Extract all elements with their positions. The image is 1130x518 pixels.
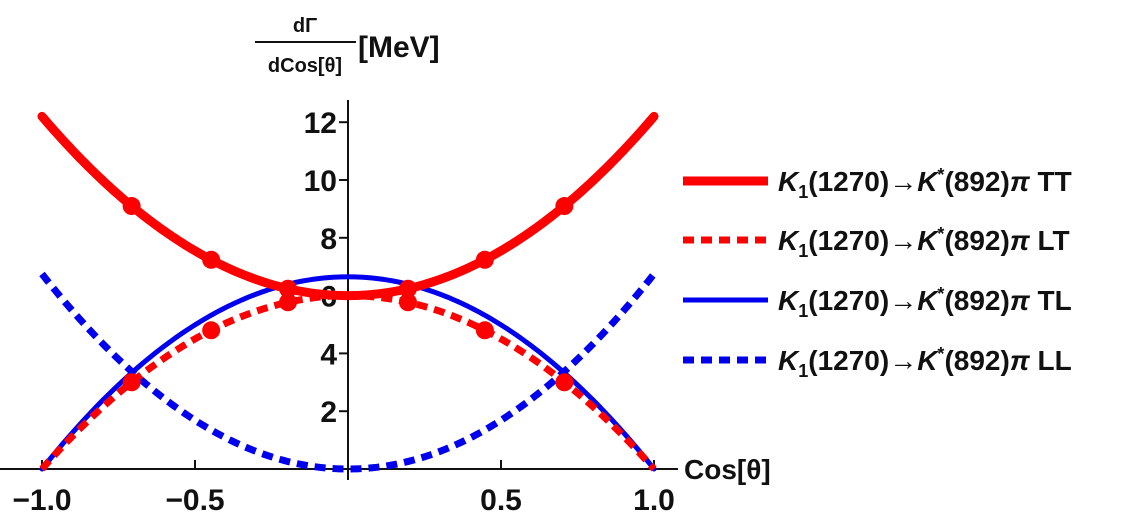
series-line-tt [37,111,659,301]
legend-label-tl: K1(1270)→K*(892)π TL [778,284,1072,321]
marker-lt-4 [475,321,494,340]
y-tick-label-4: 10 [304,165,337,198]
y-tick-label-1: 4 [320,338,337,371]
marker-lt-2 [278,293,297,312]
x-tick-label-1: −0.5 [165,484,224,517]
marker-lt-3 [399,293,418,312]
marker-tt-2 [278,279,297,298]
y-axis-label: dΓ dCos[θ] [MeV] [255,15,440,77]
marker-tt-3 [399,279,418,298]
marker-lt-1 [202,321,221,340]
marker-tt-0 [122,197,141,216]
marker-tt-1 [202,250,221,269]
legend-label-tt: K1(1270)→K*(892)π TT [778,165,1072,202]
x-tick-label-0: −1.0 [12,484,71,517]
y-label-denominator: dCos[θ] [268,55,342,77]
y-label-numerator: dΓ [293,15,317,37]
marker-tt-5 [555,197,574,216]
marker-lt-0 [122,373,141,392]
marker-tt-4 [475,250,494,269]
y-tick-label-5: 12 [304,107,337,140]
legend: K1(1270)→K*(892)π TT K1(1270)→K*(892)π LT… [683,165,1072,381]
series-line-tl [39,274,657,472]
x-tick-label-2: 0.5 [480,484,522,517]
y-tick-label-3: 8 [320,223,337,256]
series-line-ll [39,271,657,473]
x-axis-label: Cos[θ] [684,454,771,485]
x-tick-label-3: 1.0 [633,484,675,517]
marker-lt-5 [555,373,574,392]
legend-label-lt: K1(1270)→K*(892)π LT [778,224,1070,261]
y-label-unit: [MeV] [358,31,440,64]
legend-label-ll: K1(1270)→K*(892)π LL [778,344,1072,381]
y-tick-label-0: 2 [320,396,337,429]
